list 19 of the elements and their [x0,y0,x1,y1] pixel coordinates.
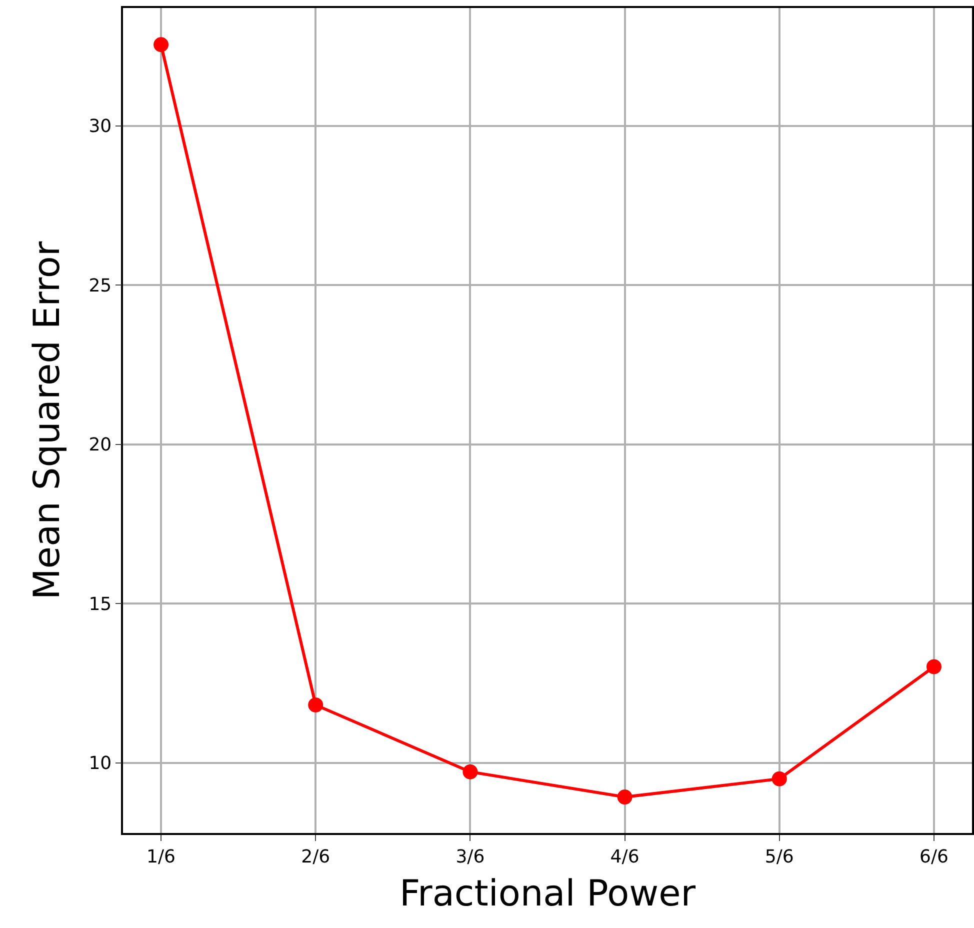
x-tick-label: 4/6 [610,846,640,868]
x-tick-label: 2/6 [301,846,330,868]
y-tick-label: 25 [88,275,112,296]
y-tick-label: 15 [88,594,112,615]
x-tick-label: 5/6 [764,846,794,868]
x-tick-label: 3/6 [456,846,485,868]
y-tick-label: 10 [88,753,112,774]
point [772,771,787,786]
point [154,37,169,52]
x-axis-title: Fractional Power [399,874,696,915]
x-tick-label: 1/6 [146,846,176,868]
y-axis-title: Mean Squared Error [27,241,68,600]
y-tick-label: 20 [88,434,112,456]
y-tick-label: 30 [88,116,112,138]
x-tick-label: 6/6 [919,846,948,868]
point [926,659,942,674]
point [617,790,632,805]
point [308,697,324,712]
point [462,764,478,780]
